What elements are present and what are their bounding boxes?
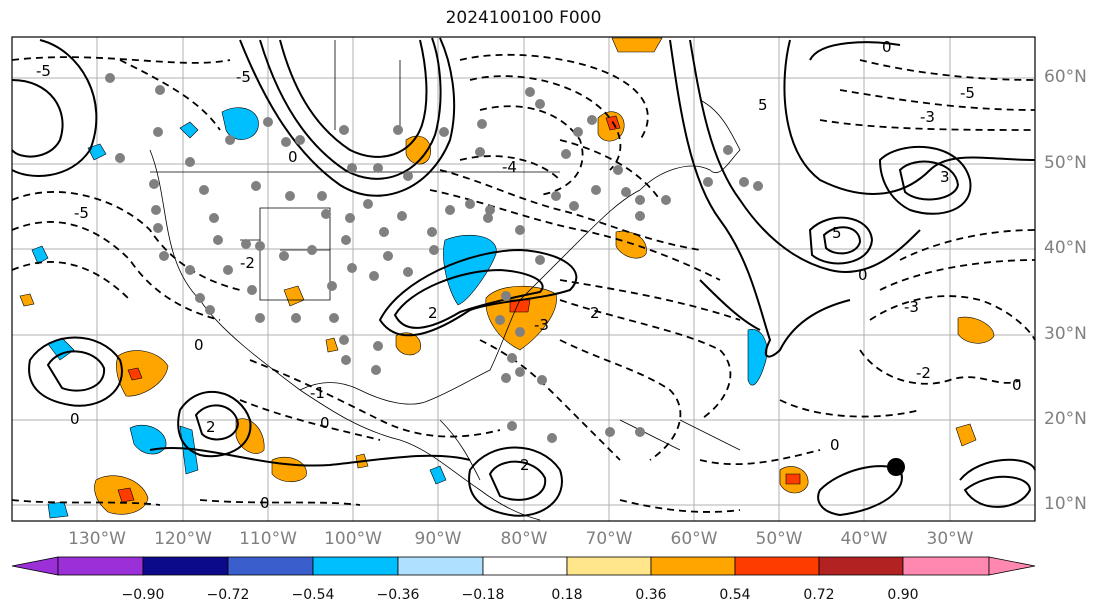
contour-label: 0 [1012, 376, 1022, 394]
contour-label: -4 [502, 158, 517, 176]
lon-label: 110°W [239, 529, 297, 549]
contour-label: -3 [904, 298, 919, 316]
contour-label: 0 [194, 336, 204, 354]
contour-label: 0 [260, 494, 270, 512]
lat-label: 10°N [1044, 494, 1087, 514]
colorbar-tick: −0.72 [206, 587, 250, 603]
contour-label: 3 [940, 168, 950, 186]
colorbar-tick: 0.36 [635, 587, 667, 603]
colorbar-extend-high [988, 556, 1036, 576]
colorbar-tick: −0.36 [376, 587, 420, 603]
colorbar-swatch [734, 556, 820, 576]
contour-label: 2 [206, 418, 216, 436]
colorbar-tick: 0.90 [887, 587, 919, 603]
colorbar-tick: −0.18 [461, 587, 505, 603]
contour-label: -5 [74, 204, 89, 222]
contour-label: -2 [240, 254, 255, 272]
map-title: 2024100100 F000 [445, 8, 602, 28]
colorbar-swatch [57, 556, 144, 576]
lon-label: 40°W [840, 529, 888, 549]
colorbar-swatch [397, 556, 484, 576]
contour-label: -1 [310, 384, 325, 402]
colorbar-tick: −0.54 [291, 587, 335, 603]
contour-label: 0 [830, 436, 840, 454]
contour-label: 0 [320, 414, 330, 432]
lat-label: 50°N [1044, 153, 1087, 173]
lon-label: 90°W [414, 529, 462, 549]
lat-label: 60°N [1044, 67, 1087, 87]
colorbar-extend-low [11, 556, 59, 576]
contour-label: 5 [832, 224, 842, 242]
colorbar-swatch [902, 556, 990, 576]
lat-label: 30°N [1044, 324, 1087, 344]
lon-label: 60°W [670, 529, 718, 549]
lat-label: 40°N [1044, 238, 1087, 258]
contour-label: 0 [288, 148, 298, 166]
black-marker [887, 458, 905, 476]
contour-labels: -5 -5 -4 -5 0 -5 -3 3 5 0 -3 -2 0 0 2 -3… [36, 38, 1022, 512]
colorbar-swatch [312, 556, 399, 576]
colorbar-swatch [482, 556, 568, 576]
station-dots [105, 73, 763, 443]
contour-label: 0 [70, 410, 80, 428]
lon-label: 30°W [926, 529, 974, 549]
dashed-contours [11, 53, 1036, 513]
colorbar-swatch [818, 556, 904, 576]
contour-label: -3 [920, 108, 935, 126]
contour-label: 2 [590, 304, 600, 322]
colorbar-swatch [566, 556, 652, 576]
lon-label: 50°W [755, 529, 803, 549]
lon-label: 100°W [324, 529, 382, 549]
contour-label: -3 [534, 316, 549, 334]
contour-label: 5 [758, 96, 768, 114]
contour-label: 2 [520, 456, 530, 474]
colorbar-swatch [227, 556, 314, 576]
contour-label: 2 [428, 304, 438, 322]
colorbar-tick: −0.90 [121, 587, 165, 603]
map-frame [11, 36, 1036, 522]
contour-label: -5 [36, 62, 51, 80]
colorbar [11, 556, 1036, 576]
contour-label: -5 [960, 84, 975, 102]
lon-label: 120°W [154, 529, 212, 549]
contour-label: 0 [858, 266, 868, 284]
lat-label: 20°N [1044, 409, 1087, 429]
contour-label: 0 [882, 38, 892, 56]
contour-label: -2 [916, 364, 931, 382]
colorbar-tick: 0.54 [719, 587, 751, 603]
contour-label: -5 [236, 68, 251, 86]
colorbar-swatch [650, 556, 736, 576]
colorbar-tick: 0.72 [803, 587, 835, 603]
solid-contours [11, 37, 1036, 517]
lon-label: 130°W [68, 529, 126, 549]
colorbar-tick: 0.18 [551, 587, 583, 603]
colorbar-swatch [142, 556, 229, 576]
lon-label: 70°W [585, 529, 633, 549]
lon-label: 80°W [500, 529, 548, 549]
